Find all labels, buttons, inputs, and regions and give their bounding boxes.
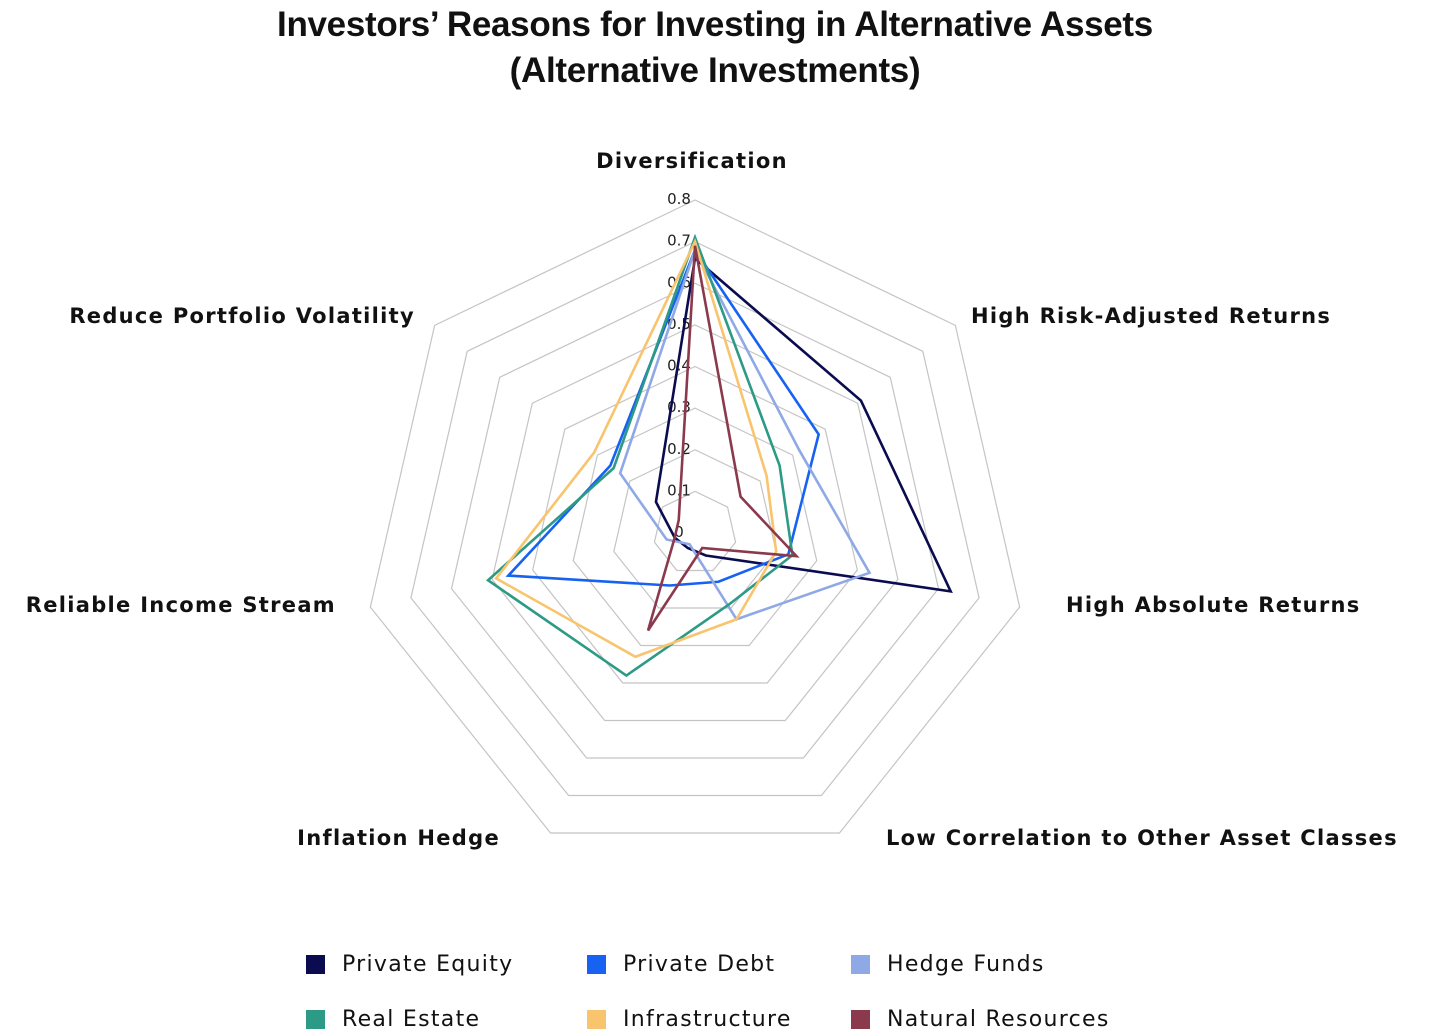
legend-item-private-debt: Private Debt [587, 950, 851, 978]
axis-label-reliable-income-stream: Reliable Income Stream [26, 593, 336, 617]
tick-label-7: 0.7 [667, 232, 691, 250]
series-line-infrastructure [494, 238, 778, 659]
legend-swatch-natural-resources [851, 1009, 870, 1029]
grid-ring-3 [572, 407, 818, 647]
series-line-private-equity [654, 255, 953, 593]
tick-label-8: 0.8 [667, 190, 691, 208]
series-line-natural-resources [646, 245, 800, 632]
axis-labels: Diversification High Risk-Adjusted Return… [26, 149, 1398, 850]
legend-swatch-private-debt [587, 954, 606, 974]
axis-label-high-absolute-returns: High Absolute Returns [1066, 593, 1361, 617]
grid-ring-7 [410, 240, 980, 797]
legend-label-private-equity: Private Equity [342, 951, 514, 977]
radar-chart: 00.10.20.30.40.50.60.70.8 Diversificatio… [26, 149, 1398, 850]
grid-ring-8 [369, 199, 1021, 834]
legend-item-natural-resources: Natural Resources [851, 1005, 1151, 1033]
tick-label-0: 0 [674, 523, 684, 541]
legend-swatch-real-estate [306, 1009, 325, 1029]
legend-label-natural-resources: Natural Resources [887, 1006, 1110, 1032]
grid-ring-5 [491, 324, 899, 722]
radar-grid [369, 199, 1021, 834]
legend-label-hedge-funds: Hedge Funds [887, 951, 1045, 977]
chart-title-line-1: Investors’ Reasons for Investing in Alte… [277, 5, 1153, 44]
series-line-private-debt [505, 247, 821, 587]
tick-label-2: 0.2 [667, 440, 691, 458]
axis-label-inflation-hedge: Inflation Hedge [297, 826, 500, 850]
legend-label-private-debt: Private Debt [623, 951, 776, 977]
axis-label-reduce-portfolio-volatility: Reduce Portfolio Volatility [69, 304, 415, 328]
grid-ring-6 [450, 282, 940, 759]
axis-label-diversification: Diversification [596, 149, 788, 173]
chart-title: Investors’ Reasons for Investing in Alte… [0, 2, 1430, 94]
chart-title-line-2: (Alternative Investments) [509, 51, 921, 90]
legend-swatch-infrastructure [587, 1009, 606, 1029]
grid-ring-2 [613, 449, 777, 609]
legend-swatch-hedge-funds [851, 954, 870, 974]
radar-series-lines [485, 233, 953, 678]
legend-item-hedge-funds: Hedge Funds [851, 950, 1151, 978]
legend: Private Equity Private Debt Hedge Funds Rea… [306, 950, 1186, 1034]
grid-ring-4 [532, 365, 858, 684]
legend-label-real-estate: Real Estate [342, 1006, 481, 1032]
axis-label-high-risk-adjusted-returns: High Risk-Adjusted Returns [971, 304, 1331, 328]
legend-item-private-equity: Private Equity [306, 950, 587, 978]
tick-label-1: 0.1 [667, 481, 691, 499]
series-line-hedge-funds [618, 246, 872, 621]
legend-swatch-private-equity [306, 954, 325, 974]
legend-item-real-estate: Real Estate [306, 1005, 587, 1033]
legend-label-infrastructure: Infrastructure [623, 1006, 792, 1032]
axis-label-low-correlation-to-other-asset-classes: Low Correlation to Other Asset Classes [886, 826, 1398, 850]
legend-item-infrastructure: Infrastructure [587, 1005, 851, 1033]
